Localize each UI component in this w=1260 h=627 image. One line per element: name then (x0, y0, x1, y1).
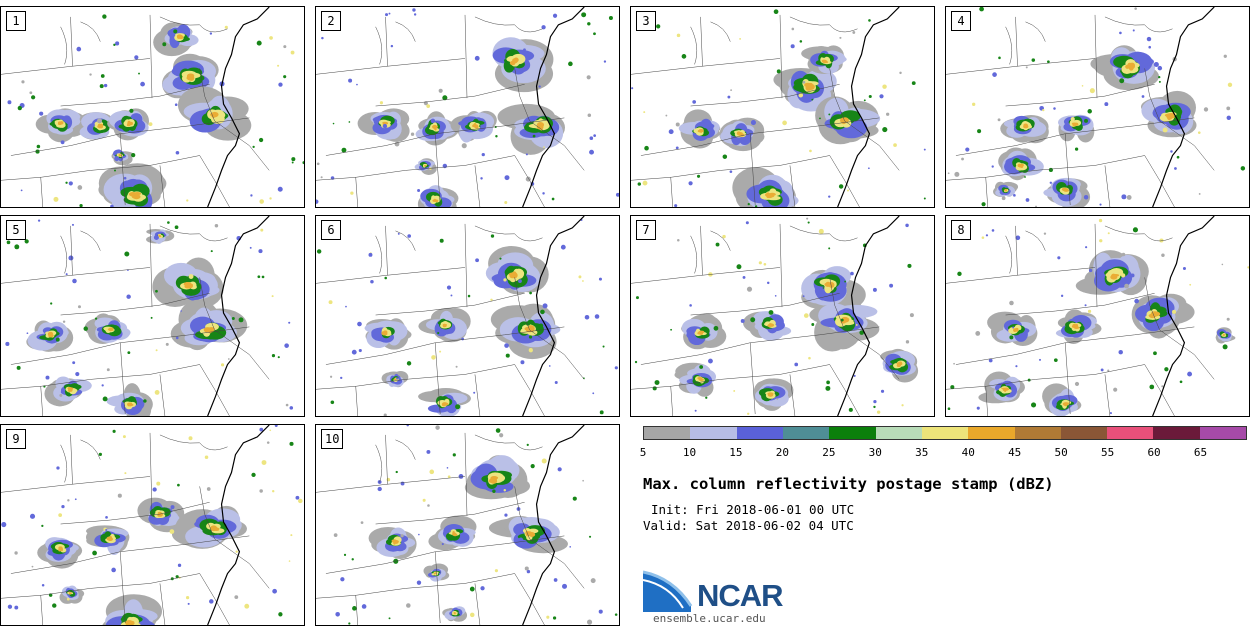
colorbar-segment (875, 427, 922, 439)
ensemble-member-map-9: 9 (0, 424, 305, 626)
valid-time: Valid: Sat 2018-06-02 04 UTC (643, 518, 854, 533)
ensemble-member-map-7: 7 (630, 215, 935, 417)
ensemble-member-map-4: 4 (945, 6, 1250, 208)
state-boundaries (631, 223, 900, 416)
colorbar-tick-label: 30 (868, 446, 882, 459)
reflectivity-echoes (7, 14, 304, 207)
colorbar-segment (1153, 427, 1200, 439)
colorbar-segment (829, 427, 876, 439)
ensemble-member-map-10: 10 (315, 424, 620, 626)
state-boundaries (1, 223, 270, 416)
reflectivity-echoes (316, 8, 619, 207)
colorbar-tick-label: 20 (775, 446, 789, 459)
coastline (837, 7, 900, 207)
colorbar-segment (644, 427, 691, 439)
reflectivity-map (316, 216, 618, 416)
colorbar-tick-label: 25 (822, 446, 836, 459)
member-label: 7 (636, 220, 656, 240)
state-boundaries (1, 14, 270, 207)
reflectivity-echoes (316, 218, 618, 416)
coastline (207, 425, 270, 625)
reflectivity-map (316, 425, 618, 625)
reflectivity-echoes (947, 7, 1246, 207)
coastline (837, 216, 900, 416)
reflectivity-echoes (1, 425, 303, 625)
reflectivity-map (631, 7, 926, 207)
ensemble-member-map-5: 5 (0, 215, 305, 417)
reflectivity-map (316, 7, 619, 207)
ncar-logo-text: NCAR (697, 578, 784, 613)
reflectivity-echoes (631, 9, 926, 207)
coastline (522, 7, 585, 207)
colorbar-segment (1014, 427, 1061, 439)
reflectivity-map (1, 7, 304, 207)
colorbar-tick-label: 5 (639, 446, 647, 459)
reflectivity-echoes (5, 219, 294, 416)
colorbar-segment (1199, 427, 1247, 439)
coastline (207, 216, 270, 416)
state-boundaries (316, 223, 585, 416)
coastline (1152, 7, 1215, 207)
member-label: 9 (6, 429, 26, 449)
reflectivity-map (946, 216, 1249, 416)
ensemble-member-map-6: 6 (315, 215, 620, 417)
member-label: 1 (6, 11, 26, 31)
reflectivity-map (631, 216, 919, 416)
ncar-logo-icon (643, 570, 693, 612)
ensemble-member-map-1: 1 (0, 6, 305, 208)
member-label: 2 (321, 11, 341, 31)
member-label: 3 (636, 11, 656, 31)
reflectivity-echoes (634, 217, 919, 415)
state-boundaries (316, 432, 585, 625)
colorbar-segment (690, 427, 737, 439)
colorbar-tick-label: 35 (915, 446, 929, 459)
ensemble-member-map-2: 2 (315, 6, 620, 208)
ensemble-member-map-3: 3 (630, 6, 935, 208)
member-label: 10 (321, 429, 344, 449)
member-label: 8 (951, 220, 971, 240)
colorbar-segment (1107, 427, 1154, 439)
website-url[interactable]: ensemble.ucar.edu (653, 612, 766, 625)
colorbar-tick-label: 10 (682, 446, 697, 459)
colorbar-tick-label: 15 (729, 446, 743, 459)
reflectivity-echoes (947, 218, 1249, 416)
coastline (522, 425, 585, 625)
reflectivity-map (946, 7, 1246, 207)
state-boundaries (631, 14, 900, 207)
colorbar-tick-label: 50 (1054, 446, 1068, 459)
state-boundaries (946, 14, 1215, 207)
state-boundaries (946, 223, 1215, 416)
colorbar-segment (1060, 427, 1108, 439)
colorbar-tick-label: 55 (1100, 446, 1115, 459)
member-label: 4 (951, 11, 971, 31)
member-label: 5 (6, 220, 26, 240)
colorbar-tick-label: 40 (961, 446, 975, 459)
reflectivity-map (1, 216, 294, 416)
colorbar-tick-label: 45 (1008, 446, 1022, 459)
colorbar-segment (736, 427, 783, 439)
coastline (207, 7, 270, 207)
colorbar (643, 426, 1247, 440)
ensemble-member-map-8: 8 (945, 215, 1250, 417)
member-label: 6 (321, 220, 341, 240)
state-boundaries (316, 14, 585, 207)
reflectivity-map (1, 425, 303, 625)
figure-title: Max. column reflectivity postage stamp (… (643, 475, 1054, 493)
reflectivity-echoes (333, 425, 618, 625)
colorbar-tick-label: 60 (1147, 446, 1161, 459)
colorbar-segment (968, 427, 1015, 439)
init-time: Init: Fri 2018-06-01 00 UTC (651, 502, 855, 517)
colorbar-tick-label: 65 (1193, 446, 1208, 459)
colorbar-segment (782, 427, 830, 439)
colorbar-segment (921, 427, 969, 439)
state-boundaries (1, 432, 270, 625)
colorbar-tick-labels: 5 10 15 20 25 30 35 40 45 50 55 60 65 (639, 446, 1247, 460)
coastline (1152, 216, 1215, 416)
coastline (522, 216, 585, 416)
